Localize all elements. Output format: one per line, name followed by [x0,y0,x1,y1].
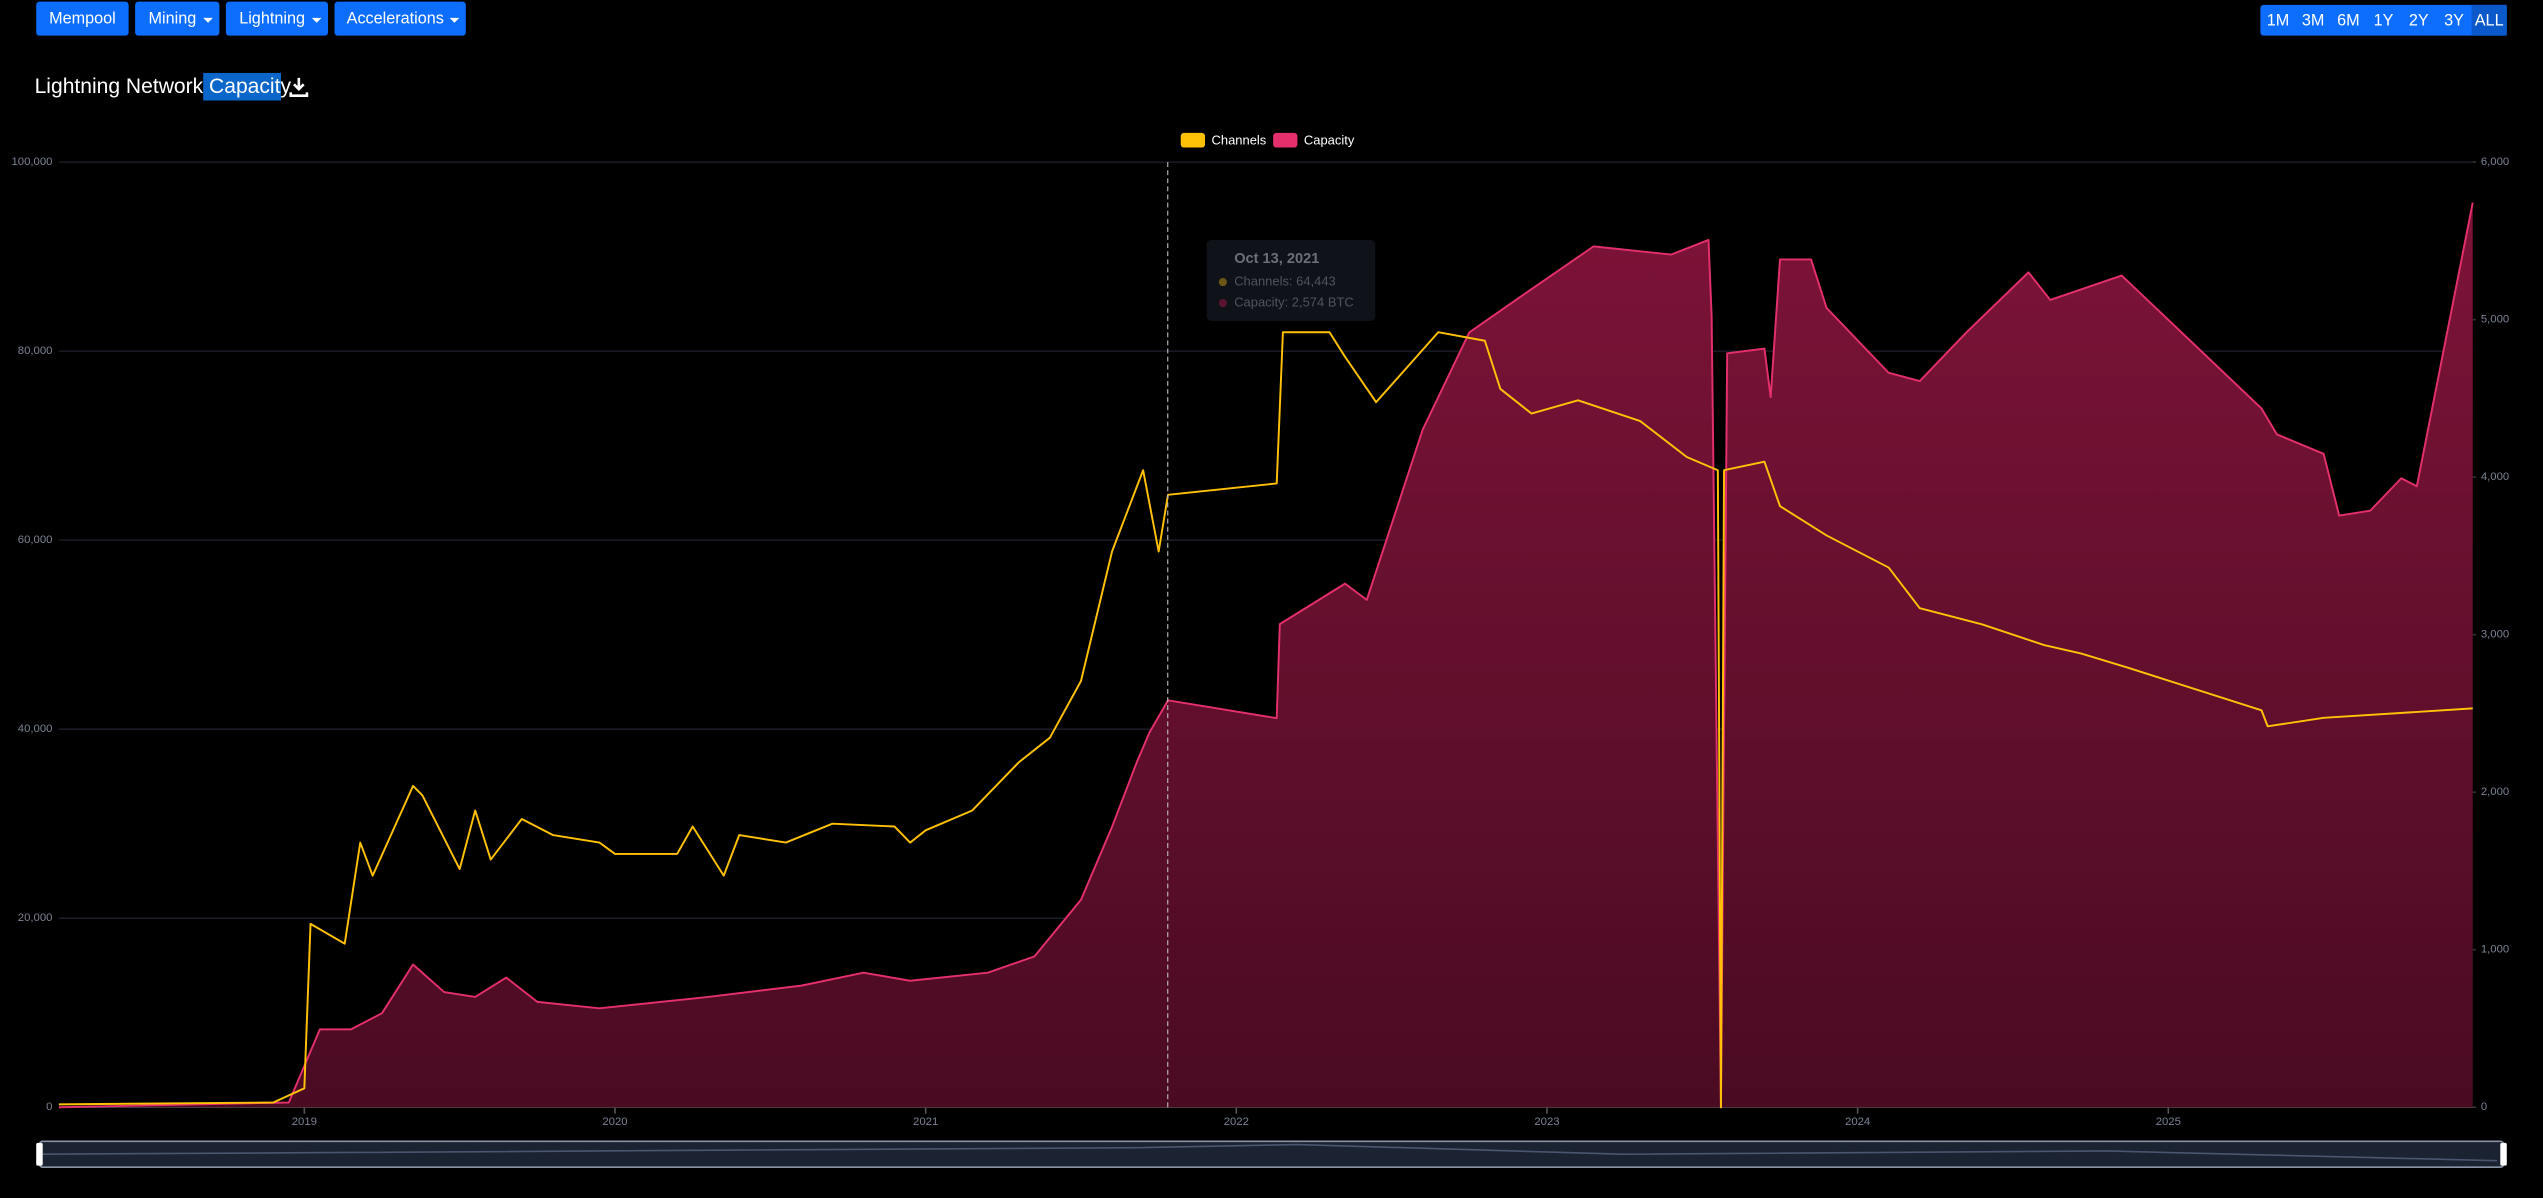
x-tick-label: 2020 [602,1116,627,1128]
range-button[interactable]: 3M [2302,11,2325,29]
y-tick-label: 100,000 [11,156,52,168]
series-line [58,202,2474,1109]
y2-tick-label: 2,000 [2481,786,2509,798]
capacity-area [58,202,2473,1108]
y-tick-label: 80,000 [18,345,53,357]
range-group-bg [2260,4,2507,36]
button-bg [225,1,329,36]
legend-label: Capacity [1304,132,1355,147]
range-button[interactable]: 2Y [2409,11,2429,29]
navigator [36,1140,2507,1169]
x-tick-label: 2022 [1224,1116,1249,1128]
y-tick-label: 60,000 [18,534,53,546]
series-line [58,331,2473,1109]
y2-tick-label: 1,000 [2481,944,2509,956]
chart: 0 20,000 40,000 60,000 80,000 100,000 0 1,000 2,… [11,132,2509,1127]
download-icon[interactable] [289,77,309,97]
tooltip-dot [1218,278,1227,287]
button-label: Accelerations [347,10,444,28]
nav-button[interactable]: Mining [135,1,220,36]
y2-tick-label: 4,000 [2481,471,2509,483]
nav-button[interactable]: Accelerations [334,1,466,36]
button-label: Mempool [49,10,116,28]
tooltip-dot [1218,299,1227,308]
x-tick-label: 2025 [2156,1116,2181,1128]
nav-button[interactable]: Mempool [36,1,129,36]
button-bg [135,1,220,36]
range-button[interactable]: ALL [2475,11,2504,29]
range-button[interactable]: 3Y [2444,11,2464,29]
range-button[interactable]: 1Y [2374,11,2394,29]
text-selection [203,72,282,101]
page-title: Lightning Network Capacity [35,75,292,98]
caret [311,17,322,23]
x-tick-label: 2023 [1534,1116,1559,1128]
button-label: Mining [149,10,197,28]
button-bg [36,1,129,36]
button-label: Lightning [239,10,305,28]
y-tick-label: 0 [46,1101,52,1113]
range-active [2471,4,2507,36]
legend-swatch [1273,132,1298,148]
y2-tick-label: 3,000 [2481,629,2509,641]
range-button[interactable]: 1M [2267,11,2290,29]
x-tick-label: 2024 [1845,1116,1870,1128]
range-button[interactable]: 6M [2337,11,2360,29]
caret [449,17,460,23]
y2-tick-label: 0 [2481,1101,2487,1113]
x-tick-label: 2019 [292,1116,317,1128]
tooltip-channels: Channels: 64,443 [1234,273,1336,288]
y2-tick-label: 6,000 [2481,156,2509,168]
button-bg [334,1,466,36]
x-tick-label: 2021 [913,1116,938,1128]
y-tick-label: 40,000 [18,723,53,735]
legend-swatch [1180,132,1206,148]
range-selector: 1M 3M 6M 1Y 2Y 3Y ALL [2260,4,2507,36]
y-tick-label: 20,000 [18,912,53,924]
tooltip-capacity: Capacity: 2,574 BTC [1234,295,1354,310]
caret [203,17,213,23]
y2-tick-label: 5,000 [2481,314,2509,326]
nav-bar: Mempool Mining Lightning Accelerations [36,1,466,36]
legend-label: Channels [1212,132,1267,147]
nav-button[interactable]: Lightning [225,1,329,36]
tooltip-box [1206,239,1376,321]
tooltip-date: Oct 13, 2021 [1234,251,1319,267]
